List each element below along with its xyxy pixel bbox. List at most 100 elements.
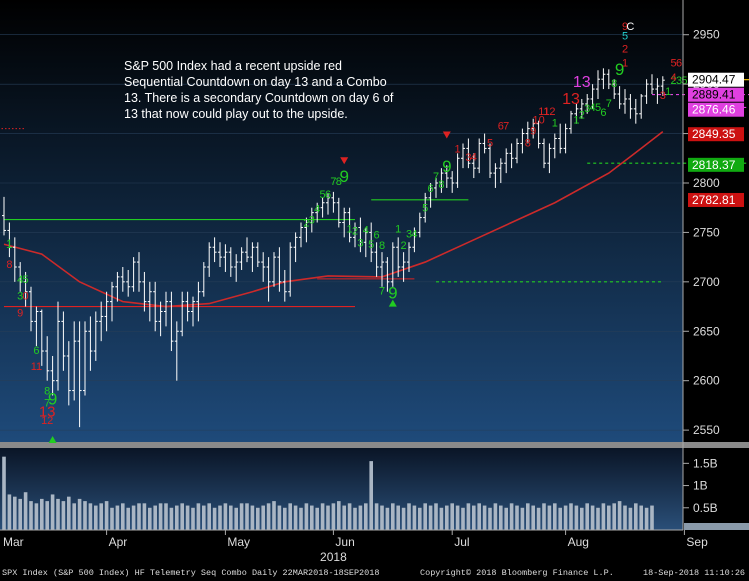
count-label-34: 4 <box>411 228 417 240</box>
volume-bar-20 <box>110 507 114 530</box>
volume-bar-95 <box>515 505 519 530</box>
volume-bar-115 <box>623 505 627 530</box>
count-label-18: 6 <box>325 189 331 201</box>
count-label-23: 2 <box>352 225 358 237</box>
price-bar-51 <box>277 247 282 292</box>
count-label-62: 9 <box>615 60 624 79</box>
price-bar-57 <box>309 207 314 233</box>
arrow-up-3 <box>388 299 397 307</box>
volume-bar-53 <box>288 503 292 530</box>
price-label-box-0 <box>688 72 744 87</box>
volume-bar-34 <box>185 505 190 530</box>
volume-bar-25 <box>137 503 141 530</box>
volume-bar-33 <box>180 503 184 530</box>
price-bar-101 <box>547 143 552 174</box>
price-bar-97 <box>525 121 530 144</box>
volume-bar-120 <box>650 505 654 530</box>
volume-bar-55 <box>299 507 303 530</box>
price-bar-27 <box>147 281 152 322</box>
count-label-35: 5 <box>422 203 428 215</box>
count-label-64: 2 <box>622 44 628 56</box>
volume-bar-6 <box>34 503 39 530</box>
volume-bar-40 <box>218 505 222 530</box>
price-bar-64 <box>347 207 352 243</box>
x-tick-label-Apr: Apr <box>109 535 128 549</box>
volume-bar-0 <box>2 456 6 530</box>
price-bar-48 <box>261 252 266 282</box>
volume-bar-66 <box>358 505 363 530</box>
volume-bar-36 <box>196 503 201 530</box>
price-bar-68 <box>369 222 374 263</box>
volume-bar-58 <box>315 507 319 530</box>
moving-average-layer <box>3 130 664 308</box>
count-label-22: 1 <box>347 223 353 235</box>
count-label-53: 1 <box>573 115 579 127</box>
count-label-13: 12 <box>41 415 53 427</box>
price-bar-85 <box>461 143 465 169</box>
count-label-74: 5 <box>671 57 677 69</box>
price-bar-110 <box>596 70 600 99</box>
volume-bar-28 <box>153 505 157 530</box>
count-label-8: 11 <box>31 361 42 373</box>
price-bars <box>2 68 665 428</box>
volume-bar-112 <box>607 505 611 530</box>
volume-bar-44 <box>239 503 244 530</box>
count-label-36: 6 <box>428 183 434 195</box>
volume-bar-11 <box>61 501 66 530</box>
volume-bar-67 <box>364 503 368 530</box>
price-bar-44 <box>239 247 244 270</box>
x-tick-label-Sep: Sep <box>686 535 708 549</box>
price-bar-80 <box>434 178 438 198</box>
price-bar-58 <box>315 202 320 223</box>
volume-bar-84 <box>455 505 460 530</box>
price-bar-45 <box>245 237 249 263</box>
price-bar-21 <box>115 271 120 302</box>
volume-bar-114 <box>617 501 622 530</box>
arrow-up-2 <box>48 436 57 444</box>
price-label-text-5: 2782.81 <box>692 193 736 207</box>
count-label-17: 5 <box>320 189 326 201</box>
price-bar-74 <box>401 252 406 282</box>
price-bar-117 <box>633 98 638 124</box>
volume-bar-117 <box>634 503 638 530</box>
price-panel-background <box>0 0 683 442</box>
volume-bar-91 <box>493 503 498 530</box>
price-bar-83 <box>450 171 455 193</box>
volume-bar-78 <box>423 503 427 530</box>
count-label-31: 1 <box>395 223 401 235</box>
price-bar-3 <box>18 262 23 292</box>
price-bar-15 <box>83 321 87 396</box>
volume-bar-103 <box>558 507 562 530</box>
volume-bar-62 <box>337 501 341 530</box>
count-label-2: 4 <box>17 274 23 286</box>
count-label-73: 5 <box>681 75 687 87</box>
volume-bar-37 <box>202 505 206 530</box>
count-label-33: 3 <box>406 228 412 240</box>
count-label-29: 7 <box>379 286 385 298</box>
price-bar-1 <box>7 222 12 258</box>
price-bar-119 <box>644 79 649 104</box>
panel-divider <box>0 442 749 448</box>
price-bar-50 <box>272 252 276 287</box>
volume-bar-108 <box>585 503 589 530</box>
count-label-14: 2 <box>303 217 309 229</box>
price-bar-116 <box>628 94 633 119</box>
price-label-box-1 <box>688 87 744 102</box>
price-bar-89 <box>482 133 487 154</box>
count-label-47: 9 <box>530 126 536 138</box>
volume-bar-73 <box>396 505 400 530</box>
price-bar-54 <box>293 232 298 263</box>
price-bar-81 <box>439 168 444 193</box>
count-label-5: 0 <box>23 291 29 303</box>
price-bar-118 <box>639 94 644 119</box>
y-tick-label-2650: 2650 <box>693 324 720 338</box>
volume-bar-1 <box>7 494 12 530</box>
price-bar-120 <box>650 74 654 95</box>
price-label-box-2 <box>688 102 744 117</box>
price-bar-37 <box>201 262 206 297</box>
x-year-label: 2018 <box>320 550 347 564</box>
volume-bar-86 <box>466 503 471 530</box>
volume-bar-100 <box>542 503 546 530</box>
volume-tick-label-2: 1.5B <box>693 456 718 470</box>
